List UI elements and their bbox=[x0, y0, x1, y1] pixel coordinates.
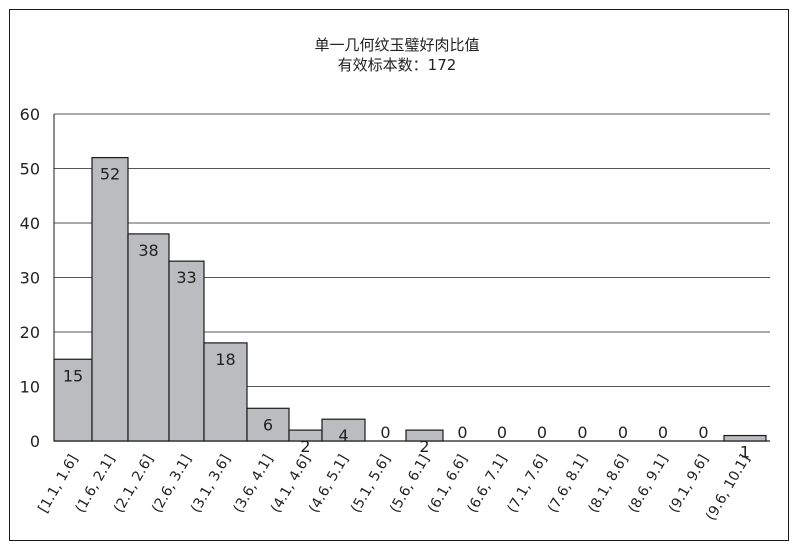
bar-value-label: 0 bbox=[577, 423, 587, 442]
bar-value-label: 0 bbox=[658, 423, 668, 442]
bar-value-label: 52 bbox=[100, 165, 120, 184]
bar-value-label: 0 bbox=[380, 423, 390, 442]
bar-value-label: 38 bbox=[138, 241, 158, 260]
chart-subtitle: 有效标本数：172 bbox=[338, 56, 457, 74]
bar-value-label: 6 bbox=[263, 415, 273, 434]
bars bbox=[53, 157, 767, 442]
x-tick-label: (7.6, 8.1] bbox=[545, 452, 591, 516]
bar-value-label: 0 bbox=[537, 423, 547, 442]
bar-value-label: 0 bbox=[698, 423, 708, 442]
bar-value-label: 2 bbox=[300, 437, 310, 456]
bar bbox=[405, 429, 444, 442]
chart-frame: 单一几何纹玉璧好肉比值 有效标本数：172 0 10 20 30 40 50 60 [1.1… bbox=[9, 9, 789, 541]
data-labels: 15 52 38 33 18 6 2 4 0 2 0 0 0 0 0 0 0 1 bbox=[63, 165, 750, 462]
x-tick-label: (6.6, 7.1] bbox=[464, 452, 510, 516]
bar-value-label: 0 bbox=[457, 423, 467, 442]
bar-value-label: 18 bbox=[215, 350, 235, 369]
y-axis-ticks: 0 10 20 30 40 50 60 bbox=[20, 105, 40, 451]
x-tick-label: (3.1, 3.6] bbox=[188, 452, 234, 516]
y-tick-label: 20 bbox=[20, 323, 40, 342]
y-tick-label: 40 bbox=[20, 214, 40, 233]
x-tick-label: (9.1, 9.6] bbox=[666, 452, 712, 516]
y-tick-label: 30 bbox=[20, 269, 40, 288]
bar-value-label: 15 bbox=[63, 366, 83, 385]
bar-value-label: 1 bbox=[740, 443, 750, 462]
x-axis-ticks: [1.1, 1.6](1.6, 2.1](2.1, 2.6](2.6, 3.1]… bbox=[35, 452, 753, 523]
bar-value-label: 2 bbox=[419, 437, 429, 456]
x-tick-label: (7.1, 7.6] bbox=[504, 452, 550, 516]
bar-value-label: 0 bbox=[618, 423, 628, 442]
bar bbox=[127, 233, 170, 442]
bar-value-label: 0 bbox=[497, 423, 507, 442]
bar bbox=[246, 407, 290, 442]
bar bbox=[203, 342, 248, 442]
y-tick-label: 50 bbox=[20, 160, 40, 179]
bar bbox=[91, 157, 129, 442]
bar bbox=[321, 418, 366, 442]
y-tick-label: 10 bbox=[20, 378, 40, 397]
chart-title: 单一几何纹玉璧好肉比值 bbox=[314, 36, 479, 54]
x-tick-label: (9.6, 10.1] bbox=[703, 452, 753, 523]
bar-value-label: 33 bbox=[176, 268, 196, 287]
x-tick-label: (8.6, 9.1] bbox=[625, 452, 671, 516]
bar bbox=[723, 434, 767, 442]
x-tick-label: (8.1, 8.6] bbox=[585, 452, 631, 516]
y-tick-label: 60 bbox=[20, 105, 40, 124]
y-tick-label: 0 bbox=[30, 432, 40, 451]
bar bbox=[168, 260, 205, 442]
bar-value-label: 4 bbox=[338, 426, 348, 445]
